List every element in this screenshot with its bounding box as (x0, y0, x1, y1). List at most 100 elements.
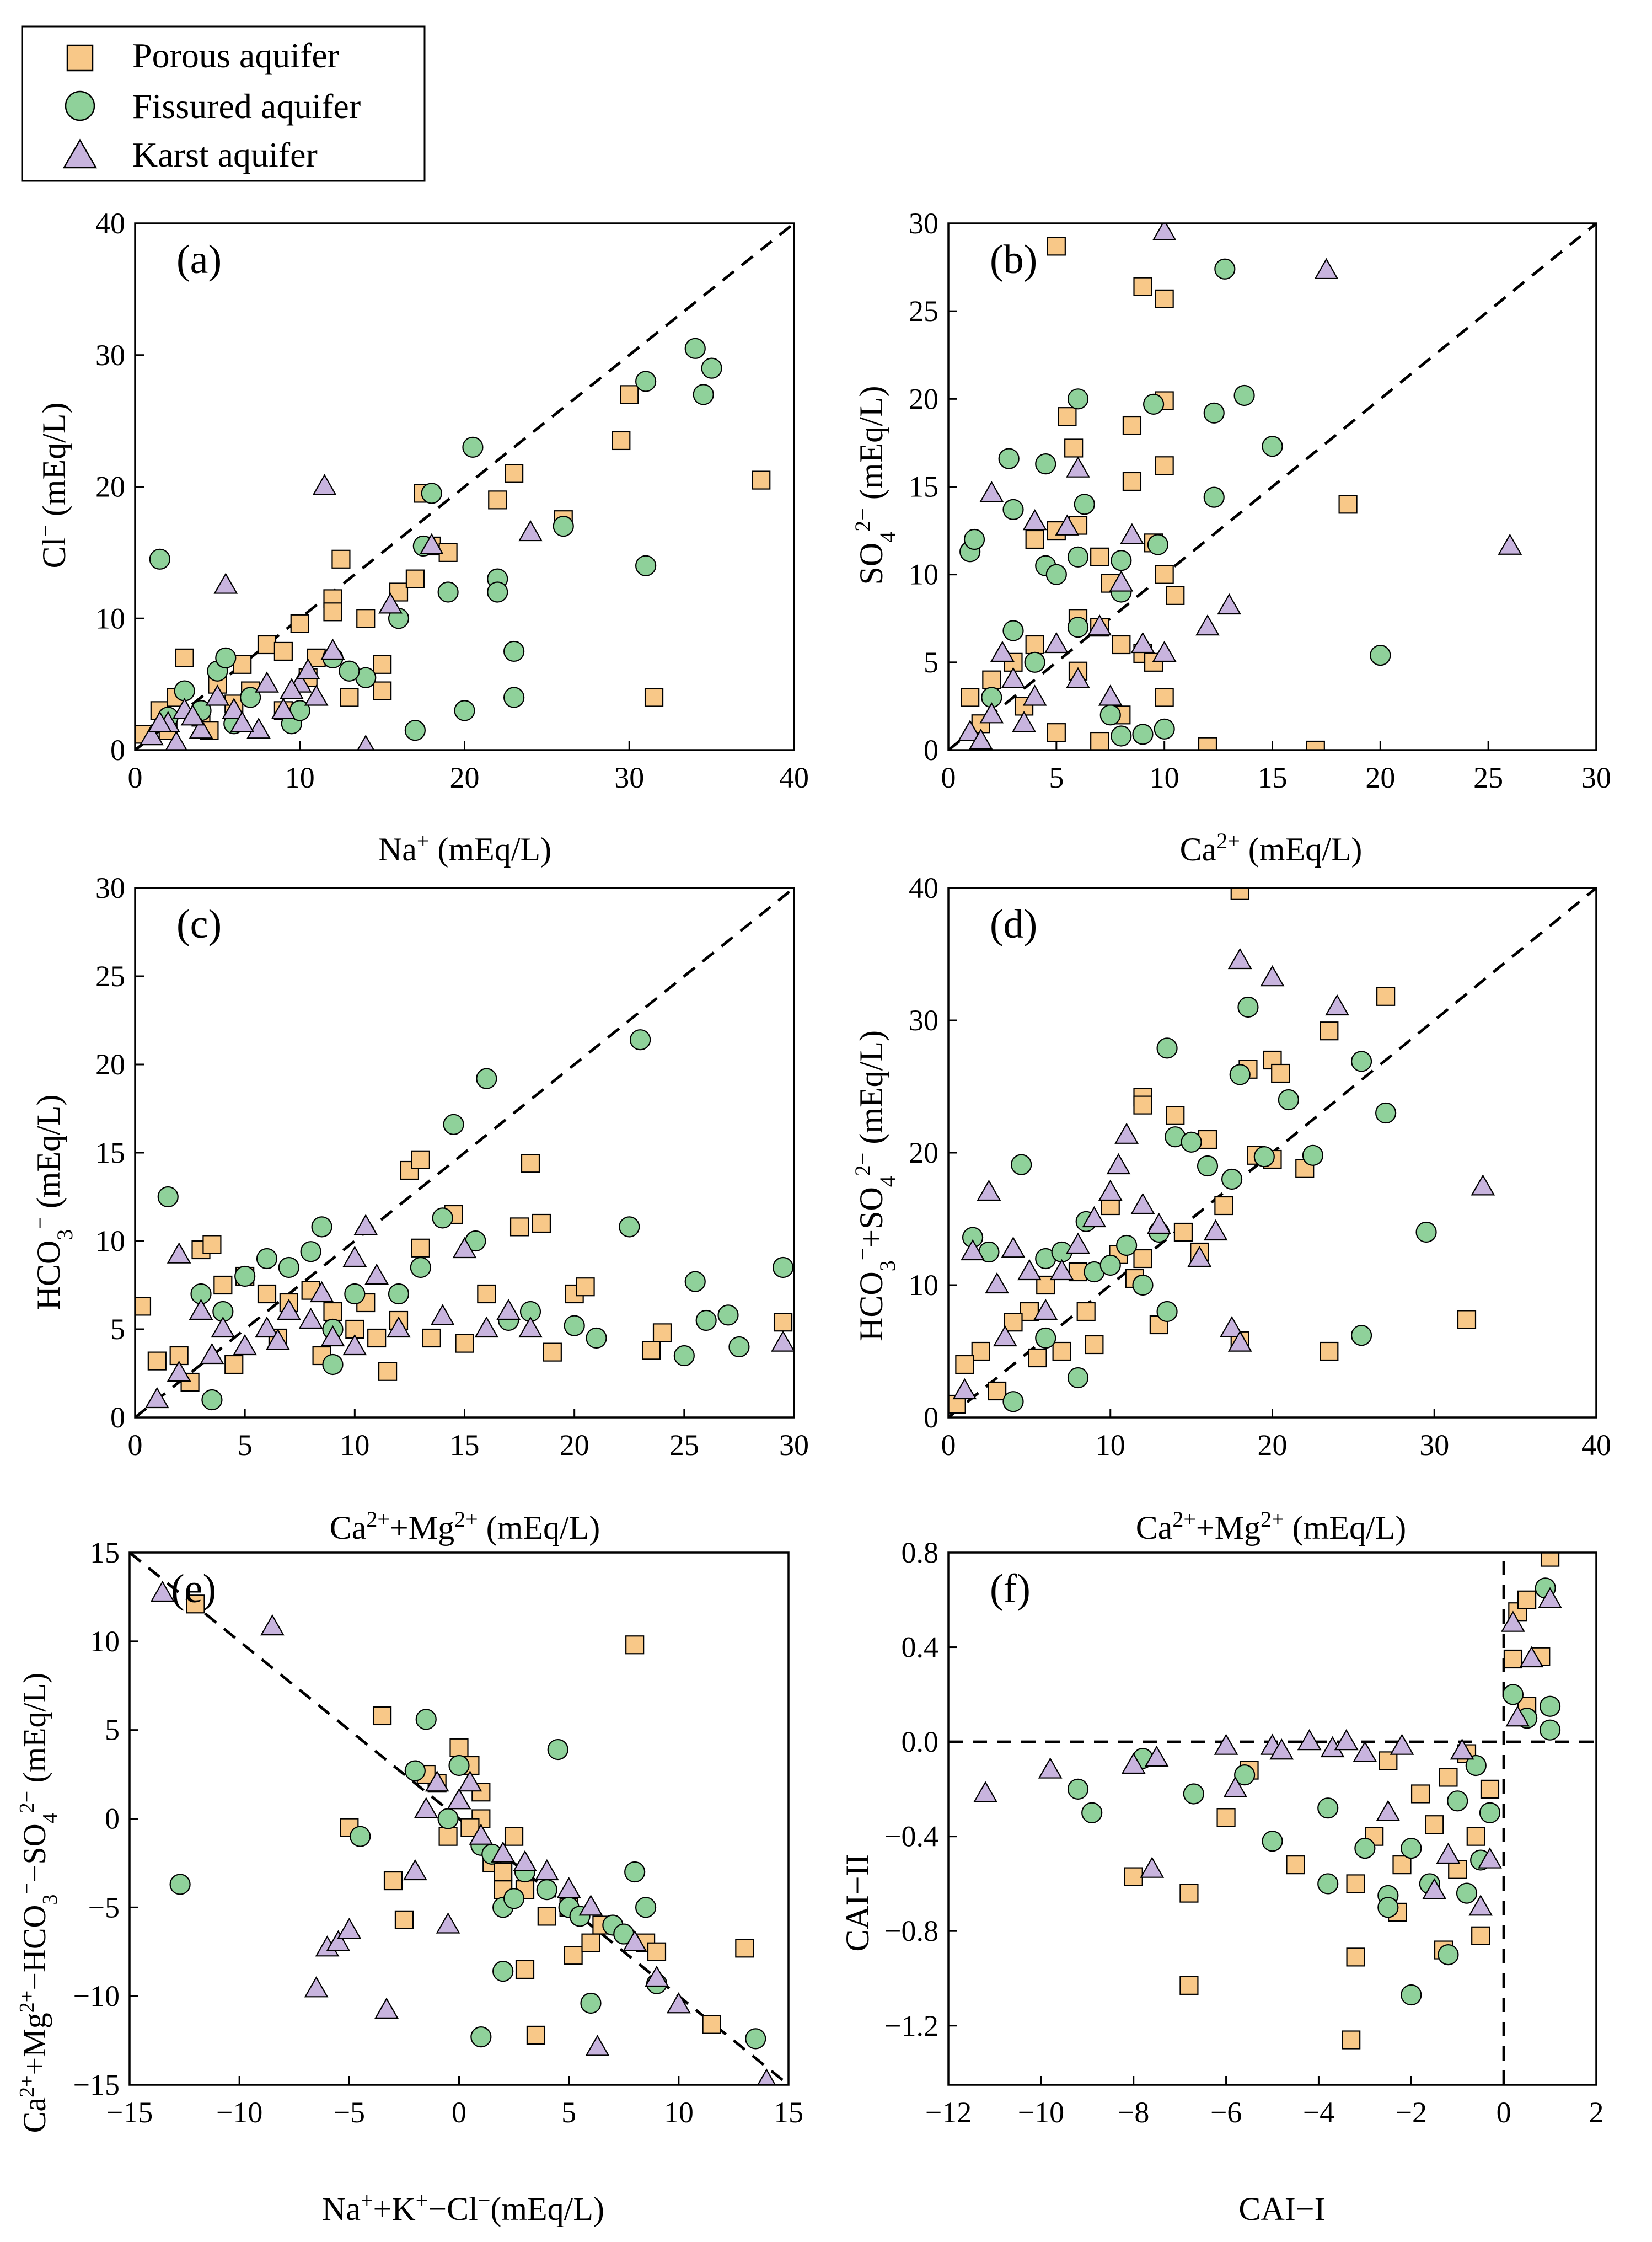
plot-e-y-tick-label: −15 (73, 2068, 120, 2101)
plot-e-point-karst (645, 1965, 669, 1987)
plot-a-point-porous (340, 688, 359, 707)
plot-c-point-karst (309, 1281, 334, 1303)
plot-a-point-karst (357, 735, 375, 750)
plot-a-point-fissured (553, 516, 574, 537)
plot-f-y-tick-label: −1.2 (884, 2009, 938, 2042)
plot-d-point-karst (1227, 1330, 1252, 1352)
plot-b-point-karst (1217, 593, 1242, 615)
plot-b-point-fissured (963, 528, 985, 550)
plot-f-point-porous (1517, 1590, 1537, 1609)
plot-f-point-fissured (1539, 1719, 1561, 1741)
plot-d-y-tick-label: 20 (909, 1136, 938, 1169)
plot-d-point-porous (1198, 1130, 1217, 1149)
plot-a-point-porous (505, 464, 524, 483)
plot-d-point-fissured (1375, 1102, 1397, 1124)
plot-d-point-karst (1001, 1236, 1026, 1258)
plot-a-point-fissured (454, 700, 475, 721)
plot-b-point-fissured (1045, 564, 1067, 585)
plot-d-point-fissured (1156, 1301, 1178, 1323)
plot-c-point-porous (367, 1328, 387, 1348)
plot-f-point-karst (1140, 1856, 1165, 1878)
plot-a-y-tick-label: 30 (95, 339, 125, 372)
plot-e-point-fissured (470, 2026, 492, 2048)
plot-f-point-karst (1353, 1741, 1377, 1762)
panel-e-ylabel: Ca2++Mg2+−HCO3−−SO42− (mEq/L) (15, 1673, 62, 2133)
plot-f-x-tick-label: −10 (1018, 2096, 1064, 2129)
plot-c-point-fissured (564, 1315, 585, 1336)
plot-b-point-fissured (1002, 620, 1024, 641)
plot-c-point-porous (147, 1351, 167, 1371)
plot-b-point-porous (1306, 740, 1325, 750)
plot-f-point-porous (1346, 1947, 1365, 1967)
plot-f-point-fissured (1377, 1897, 1399, 1918)
plot-f-x-tick-label: −6 (1210, 2096, 1242, 2129)
plot-d-point-fissured (1116, 1234, 1138, 1256)
plot-b-point-porous (1025, 635, 1044, 655)
plot-c-point-karst (167, 1360, 191, 1382)
plot-e-point-porous (186, 1594, 205, 1614)
plot-f-point-fissured (1447, 1790, 1468, 1812)
plot-d-point-karst (993, 1325, 1017, 1347)
legend-label-porous: Porous aquifer (132, 36, 339, 75)
plot-e-point-porous (383, 1871, 403, 1891)
plot-b-point-fissured (1067, 617, 1089, 638)
plot-e-point-porous (394, 1910, 414, 1929)
plot-a-point-fissured (437, 581, 459, 603)
plot-d-point-karst (1471, 1174, 1495, 1196)
plot-b-point-fissured (1203, 402, 1225, 424)
plot-d-y-tick-label: 10 (909, 1269, 938, 1302)
plot-c-point-fissured (432, 1207, 453, 1229)
plot-e-point-karst (260, 1614, 285, 1636)
plot-f-point-karst (1297, 1729, 1322, 1751)
plot-f-point-karst (1450, 1738, 1474, 1760)
plot-f-x-tick-label: 2 (1589, 2096, 1604, 2129)
plot-a-x-tick-label: 30 (614, 761, 644, 794)
plot-d-x-tick-label: 20 (1258, 1428, 1288, 1462)
plot-c-point-porous (455, 1334, 474, 1353)
plot-b-point-porous (1047, 237, 1066, 256)
plot-c-point-porous (135, 1297, 152, 1316)
plot-b: 0 5 10 15 20 25 30 0 5 10 15 20 25 30 (b) (909, 207, 1611, 794)
plot-f-point-porous (1471, 1926, 1490, 1945)
plot-a-point-fissured (684, 338, 706, 359)
plot-a-point-karst (139, 724, 164, 746)
plot-e-reference-line-0 (130, 1553, 789, 2085)
plot-c-point-fissured (586, 1327, 607, 1349)
plot-b-x-tick-label: 30 (1581, 761, 1611, 794)
plot-b-point-karst (1066, 456, 1090, 478)
plot-c-point-karst (233, 1334, 258, 1356)
plot-e-point-porous (537, 1907, 556, 1926)
plot-b-point-fissured (1035, 453, 1056, 475)
plot-d-point-fissured (1156, 1037, 1178, 1059)
plot-f-point-fissured (1438, 1944, 1459, 1966)
plot-c-x-tick-label: 0 (128, 1428, 143, 1462)
plot-e-y-tick-label: 15 (90, 1536, 120, 1569)
plot-a-point-porous (620, 385, 639, 404)
plot-e-point-fissured (503, 1888, 525, 1909)
plot-c-x-tick-label: 30 (779, 1428, 809, 1462)
plot-f-point-karst (1501, 1610, 1525, 1632)
plot-e-point-karst (556, 1876, 581, 1898)
plot-d-point-fissured (1067, 1367, 1089, 1389)
plot-d-point-fissured (1132, 1274, 1154, 1296)
plot-b-point-fissured (1074, 494, 1095, 515)
plot-e-point-fissured (635, 1897, 657, 1918)
plot-a-point-porous (323, 602, 342, 622)
plot-c-point-karst (474, 1316, 499, 1338)
plot-b-y-tick-label: 15 (909, 470, 938, 504)
plot-f-point-porous (1410, 1784, 1430, 1804)
plot-e-point-porous (735, 1939, 754, 1958)
legend-entry-porous: Porous aquifer (66, 36, 339, 75)
plot-a-point-karst (312, 474, 337, 495)
plot-c-point-porous (422, 1328, 441, 1348)
plot-d-y-tick-label: 30 (909, 1004, 938, 1037)
plot-d-y-tick-label: 40 (909, 871, 938, 905)
plot-a-point-porous (175, 648, 194, 667)
plot-e-point-porous (647, 1942, 667, 1961)
plot-e-x-tick-label: −15 (106, 2096, 153, 2129)
plot-b-point-porous (1058, 407, 1077, 426)
plot-e-point-karst (491, 1841, 516, 1863)
plot-d-point-porous (1376, 987, 1396, 1006)
plot-b-point-karst (1001, 667, 1026, 688)
plot-f-point-porous (1379, 1751, 1398, 1770)
